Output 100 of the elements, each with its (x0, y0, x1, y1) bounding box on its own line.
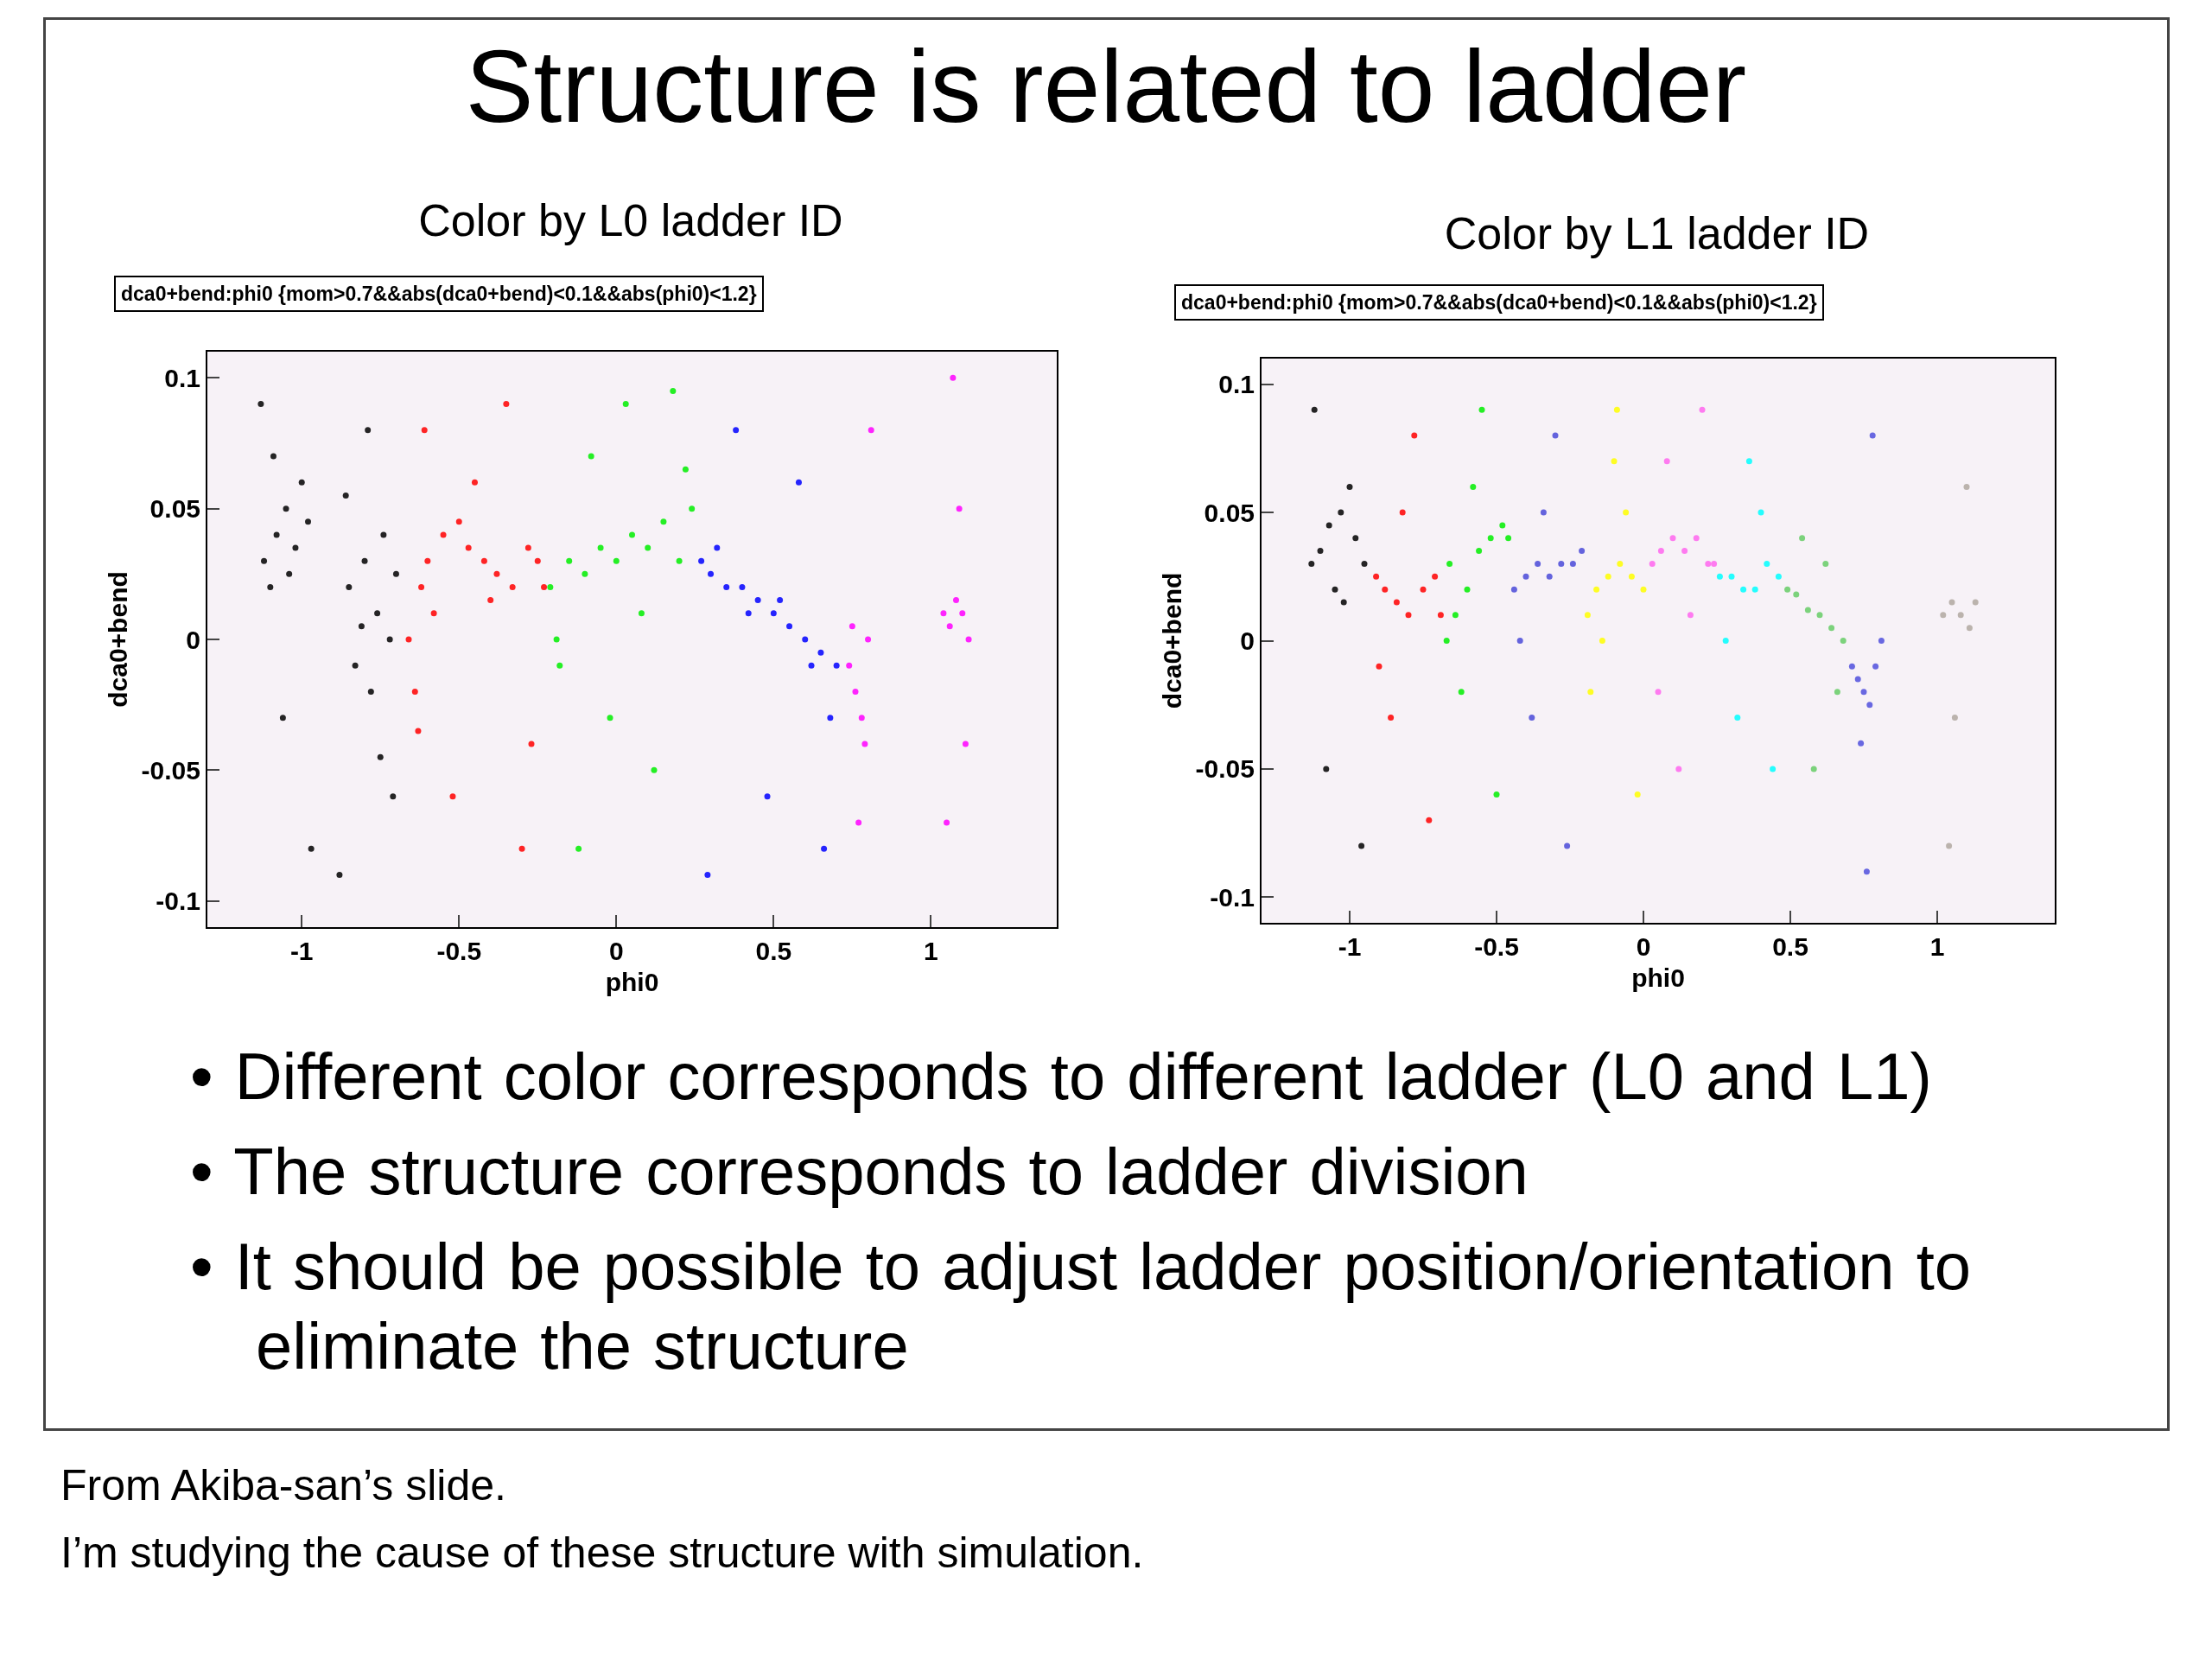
point (770, 610, 777, 617)
point (861, 741, 868, 747)
point (1546, 573, 1553, 580)
x-tick-label: -0.5 (436, 937, 482, 965)
chart-title: Color by L1 ladder ID (1444, 208, 1870, 259)
point (607, 715, 613, 721)
point (1522, 573, 1529, 580)
point (582, 570, 588, 577)
point (1946, 842, 1953, 849)
point (852, 689, 859, 696)
point (1740, 586, 1747, 593)
point (733, 427, 740, 434)
point (418, 583, 425, 590)
point (1569, 560, 1576, 567)
point (1966, 625, 1973, 632)
point (638, 610, 645, 617)
y-tick-label: -0.1 (1210, 882, 1255, 912)
point (1848, 663, 1855, 670)
text: dca0+bend:phi0 {mom>0.7&&abs(dca0+bend)<0.1&&abs(phi0)<1.2} (121, 283, 757, 305)
text: • It should be possible to adjust ladder position/orientation to eliminate the structure (190, 1229, 1973, 1384)
point (613, 557, 620, 564)
point (1393, 599, 1400, 606)
point (1529, 715, 1535, 721)
point (1828, 625, 1835, 632)
point (575, 845, 582, 852)
point (1599, 638, 1605, 644)
point (1948, 599, 1955, 606)
point (283, 505, 289, 512)
point (1799, 535, 1806, 542)
point (1399, 509, 1406, 516)
point (509, 583, 516, 590)
point (959, 610, 966, 617)
point (1458, 689, 1465, 696)
point (1687, 612, 1694, 619)
point (1858, 740, 1865, 747)
point (1552, 432, 1559, 439)
point (1432, 573, 1439, 580)
point (1338, 509, 1344, 516)
text: I’m studying the cause of these structure with simulation. (60, 1528, 1145, 1579)
point (1358, 842, 1365, 849)
point (377, 753, 384, 760)
point (802, 636, 809, 643)
point (1613, 406, 1620, 413)
point (1535, 560, 1541, 567)
x-tick-label: 0 (1636, 932, 1651, 961)
point (940, 610, 947, 617)
point (965, 636, 972, 643)
text: • The structure corresponds to ladder division (190, 1134, 1529, 1210)
point (430, 610, 437, 617)
point (1822, 560, 1829, 567)
point (524, 544, 531, 551)
point (1634, 791, 1641, 798)
point (440, 531, 447, 538)
point (1940, 612, 1947, 619)
point (465, 544, 472, 551)
point (676, 557, 683, 564)
point (1816, 612, 1823, 619)
point (588, 453, 594, 460)
point (1325, 522, 1332, 529)
point (1420, 586, 1427, 593)
chart-title: Color by L0 ladder ID (418, 195, 843, 246)
point (1499, 522, 1506, 529)
point (1963, 483, 1970, 490)
point (1611, 458, 1618, 465)
point (1346, 483, 1353, 490)
point (1405, 612, 1412, 619)
point (868, 427, 874, 434)
text: dca0+bend:phi0 {mom>0.7&&abs(dca0+bend)<0.1&&abs(phi0)<1.2} (1181, 291, 1817, 314)
y-axis-title: dca0+bend (1158, 572, 1186, 709)
point (956, 505, 963, 512)
point (808, 662, 815, 669)
point (660, 518, 667, 525)
point (1764, 560, 1770, 567)
point (1593, 586, 1600, 593)
point (698, 557, 705, 564)
x-tick-label: 0 (608, 937, 624, 965)
point (1437, 612, 1444, 619)
point (1505, 535, 1512, 542)
point (455, 518, 462, 525)
point (1957, 612, 1964, 619)
point (1587, 689, 1594, 696)
x-tick-label: 1 (924, 937, 938, 965)
point (415, 728, 422, 734)
point (1564, 842, 1571, 849)
point (493, 570, 500, 577)
point (547, 583, 554, 590)
point (1579, 548, 1586, 555)
point (367, 689, 374, 696)
point (1751, 586, 1758, 593)
point (298, 479, 305, 486)
point (1758, 509, 1764, 516)
point (346, 583, 353, 590)
point (865, 636, 872, 643)
point (1308, 560, 1315, 567)
y-tick-label: 0.05 (1204, 498, 1255, 527)
point (286, 570, 293, 577)
point (704, 871, 711, 878)
point (1493, 791, 1500, 798)
point (962, 741, 969, 747)
point (745, 610, 752, 617)
